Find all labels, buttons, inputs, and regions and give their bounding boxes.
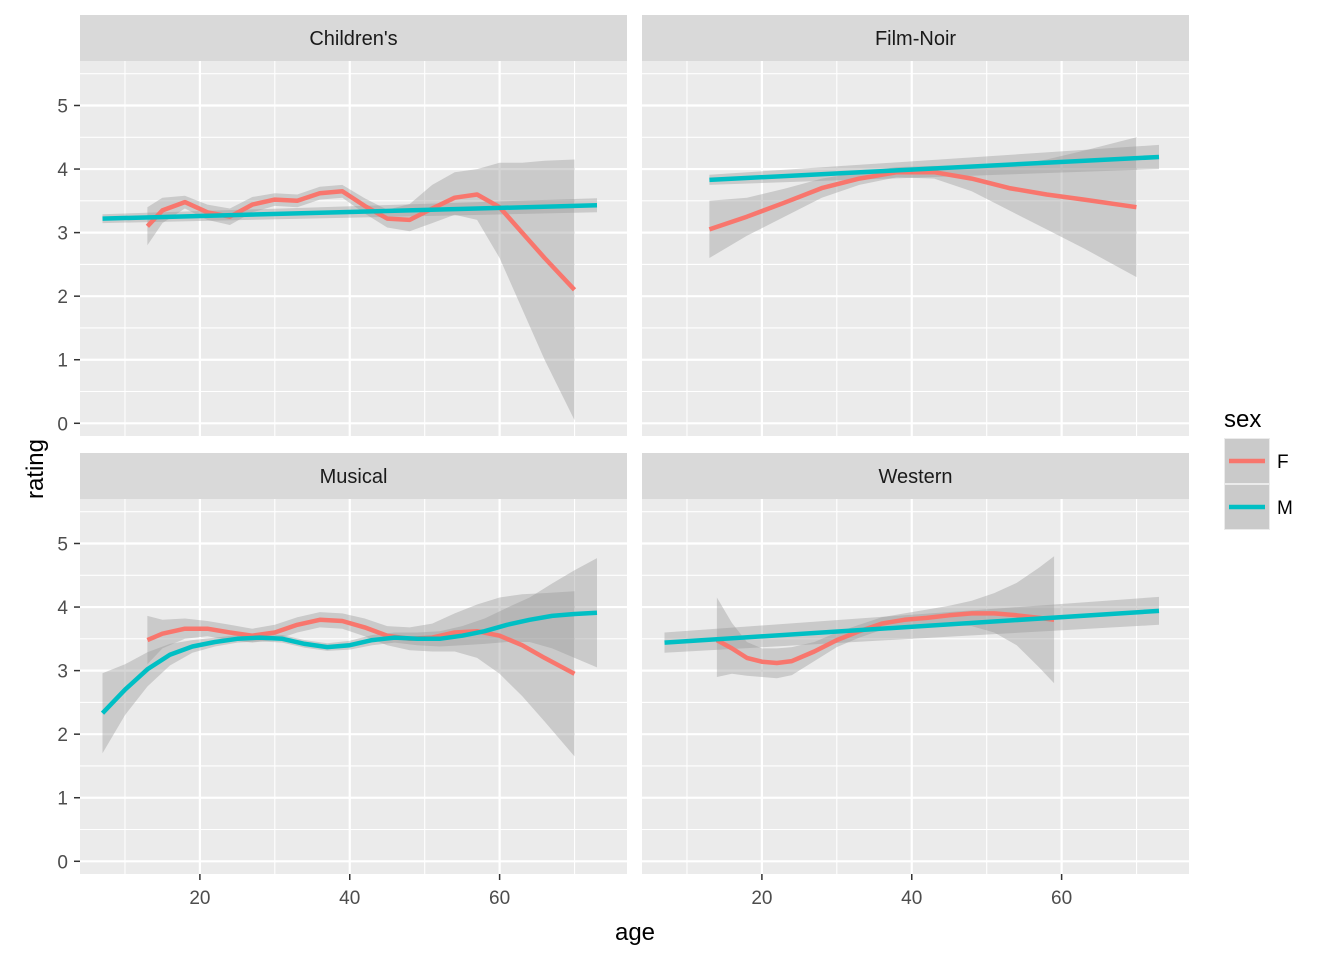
gridlines xyxy=(642,499,1189,874)
gridlines xyxy=(80,499,627,874)
x-tick-label: 20 xyxy=(751,888,772,909)
series-marks xyxy=(102,159,598,421)
series-marks xyxy=(664,556,1160,684)
x-tick-label: 60 xyxy=(489,888,510,909)
confidence-band-f xyxy=(716,556,1055,684)
x-axis-title: age xyxy=(615,919,655,946)
series-line-f xyxy=(146,617,576,676)
y-tick-label: 2 xyxy=(57,725,68,746)
panel-background xyxy=(642,499,1189,874)
series-line-m xyxy=(709,154,1160,183)
confidence-band-f xyxy=(709,137,1137,278)
y-tick-label: 5 xyxy=(57,534,68,555)
x-tick-label: 20 xyxy=(189,888,210,909)
panels: Children's 0 1 2 3 4 5 Film-Noir Musical 0 1 2 3 4 5 20… xyxy=(57,15,1189,909)
series-line-m xyxy=(664,608,1160,645)
panel-western: Western 20 40 60 xyxy=(642,453,1189,909)
facet-title: Children's xyxy=(309,28,397,50)
legend-label: M xyxy=(1277,498,1293,519)
facet-strip xyxy=(80,453,627,499)
facet-strip xyxy=(80,15,627,61)
legend: sex FM xyxy=(1224,406,1293,530)
series-line-f xyxy=(708,169,1137,232)
legend-item-f: F xyxy=(1224,438,1289,484)
y-tick-label: 1 xyxy=(57,351,68,372)
facet-strip xyxy=(642,453,1189,499)
facet-title: Western xyxy=(878,466,952,488)
series-line-f xyxy=(145,189,577,292)
legend-label: F xyxy=(1277,452,1289,473)
legend-items: FM xyxy=(1224,438,1293,530)
facet-title: Musical xyxy=(320,466,388,488)
panel-background xyxy=(642,61,1189,436)
panel-musical: Musical 0 1 2 3 4 5 20 40 60 xyxy=(57,453,627,909)
y-axis-title: rating xyxy=(22,439,49,499)
series-line-m xyxy=(100,610,598,715)
confidence-band-f xyxy=(147,159,575,421)
y-tick-label: 2 xyxy=(57,287,68,308)
y-tick-label: 1 xyxy=(57,789,68,810)
panel-film-noir: Film-Noir xyxy=(642,15,1189,436)
y-tick-label: 0 xyxy=(57,852,68,873)
gridlines xyxy=(80,61,627,436)
x-tick-label: 40 xyxy=(901,888,922,909)
legend-item-m: M xyxy=(1224,484,1293,530)
x-tick-label: 60 xyxy=(1051,888,1072,909)
panel-background xyxy=(80,499,627,874)
facet-strip xyxy=(642,15,1189,61)
x-tick-label: 40 xyxy=(339,888,360,909)
y-tick-label: 0 xyxy=(57,414,68,435)
y-tick-label: 4 xyxy=(57,598,68,619)
gridlines xyxy=(642,61,1189,436)
y-tick-label: 5 xyxy=(57,96,68,117)
series-marks xyxy=(100,558,598,757)
y-tick-label: 4 xyxy=(57,160,68,181)
panel-children-s: Children's 0 1 2 3 4 5 xyxy=(57,15,627,436)
y-tick-label: 3 xyxy=(57,662,68,683)
facet-title: Film-Noir xyxy=(875,28,956,50)
legend-title: sex xyxy=(1224,406,1261,433)
y-tick-label: 3 xyxy=(57,224,68,245)
series-marks xyxy=(708,137,1160,278)
series-line-m xyxy=(102,203,598,221)
